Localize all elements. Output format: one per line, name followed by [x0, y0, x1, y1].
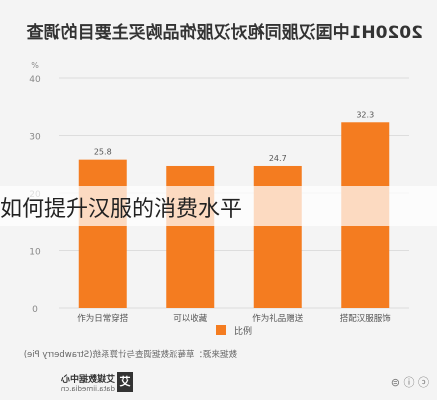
- y-tick-label: 30: [29, 133, 41, 143]
- brand-name: 艾媒数据中心: [60, 375, 115, 385]
- caption-text: 如何提升汉服的消费水平: [0, 197, 243, 222]
- license-icons: ⓒ ⓘ ⊜: [390, 376, 429, 389]
- y-unit-label: %: [31, 61, 39, 70]
- bar: [78, 159, 127, 308]
- caption-banner: [0, 186, 437, 226]
- x-tick-label: 作为日常穿搭: [77, 313, 129, 324]
- y-tick-label: 0: [32, 305, 38, 315]
- source-note: 数据来源：草莓派数据调查与计算系统(Strawberry Pie): [23, 350, 237, 360]
- brand-url: data.iimedia.cn: [60, 385, 115, 393]
- y-tick-label: 40: [29, 75, 41, 85]
- brand-logo-icon: 艾: [117, 372, 133, 392]
- bar-value-label: 25.8: [94, 148, 112, 157]
- bar-value-label: 32.3: [356, 110, 374, 119]
- legend-swatch: [216, 325, 226, 335]
- bar-value-label: 24.7: [269, 154, 287, 163]
- legend-label: 比例: [234, 325, 252, 337]
- x-tick-label: 作为礼品赠送: [252, 313, 304, 324]
- y-tick-label: 10: [29, 248, 41, 258]
- x-tick-label: 可以收藏: [173, 313, 208, 324]
- x-tick-label: 搭配汉服服饰: [340, 313, 392, 324]
